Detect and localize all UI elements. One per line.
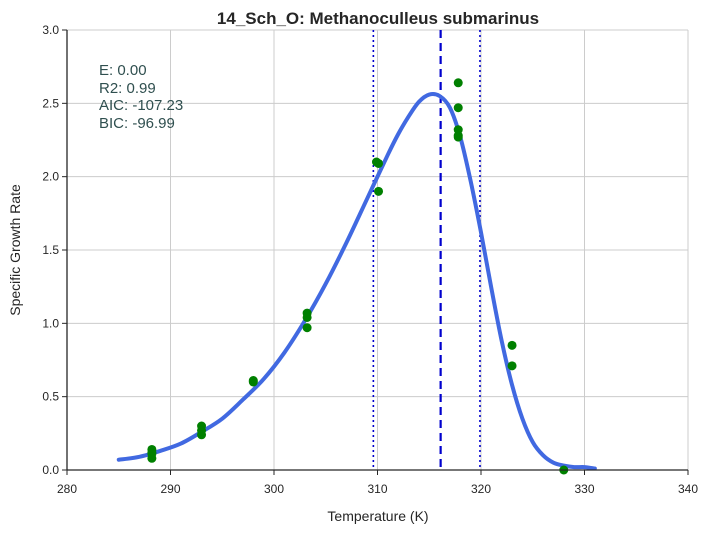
data-point	[507, 361, 517, 371]
data-point	[197, 421, 207, 431]
data-point	[302, 308, 312, 318]
y-tick-label: 0.0	[42, 463, 59, 477]
y-tick-label: 3.0	[42, 23, 59, 37]
data-point	[374, 158, 384, 168]
x-tick-label: 300	[264, 482, 284, 496]
x-axis-label: Temperature (K)	[327, 508, 428, 524]
stat-bic: BIC: -96.99	[99, 115, 175, 132]
stat-e: E: 0.00	[99, 62, 147, 79]
y-tick-label: 0.5	[42, 390, 59, 404]
y-tick-label: 1.0	[42, 316, 59, 330]
data-point	[453, 132, 463, 142]
data-point	[302, 323, 312, 333]
data-point	[453, 78, 463, 88]
reference-lines	[372, 30, 481, 470]
y-tick-label: 2.5	[42, 96, 59, 110]
tick-labels: 280 290 300 310 320 330 340 0.0 0.5 1.0 1.5 2.0 2.5 3…	[42, 23, 698, 496]
y-axis-label: Specific Growth Rate	[7, 184, 23, 316]
data-point	[453, 103, 463, 113]
x-tick-label: 290	[160, 482, 180, 496]
data-point	[374, 186, 384, 196]
data-point	[248, 376, 258, 386]
x-tick-label: 280	[57, 482, 77, 496]
x-tick-label: 320	[471, 482, 491, 496]
y-tick-label: 2.0	[42, 170, 59, 184]
y-tick-label: 1.5	[42, 243, 59, 257]
x-tick-label: 330	[574, 482, 594, 496]
data-point	[147, 444, 157, 454]
axes	[62, 29, 689, 475]
data-point	[507, 340, 517, 350]
chart-title: 14_Sch_O: Methanoculleus submarinus	[217, 9, 539, 28]
data-points	[147, 78, 569, 475]
stat-aic: AIC: -107.23	[99, 97, 183, 114]
x-tick-label: 310	[367, 482, 387, 496]
x-tick-label: 340	[678, 482, 698, 496]
fit-curve	[116, 91, 597, 471]
stat-r2: R2: 0.99	[99, 80, 156, 97]
fit-curve-group	[116, 91, 597, 471]
